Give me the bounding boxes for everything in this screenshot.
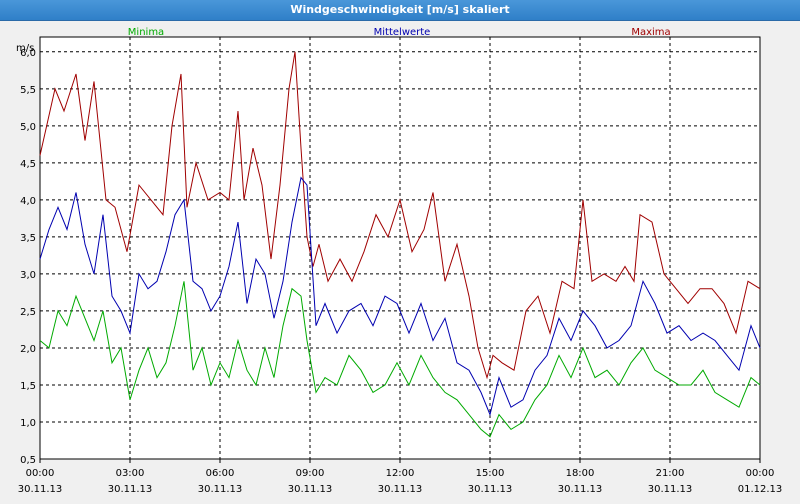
x-tick-time-label: 03:00 xyxy=(116,468,145,479)
grid xyxy=(40,37,760,459)
x-tick-date-label: 30.11.13 xyxy=(558,484,603,495)
y-tick-label: 5,5 xyxy=(20,85,36,96)
y-tick-label: 3,5 xyxy=(20,233,36,244)
x-tick-time-label: 06:00 xyxy=(206,468,235,479)
x-tick-time-label: 00:00 xyxy=(26,468,55,479)
y-tick-label: 1,0 xyxy=(20,418,36,429)
x-tick-date-label: 01.12.13 xyxy=(738,484,783,495)
x-tick-time-label: 00:00 xyxy=(746,468,775,479)
y-tick-label: 0,5 xyxy=(20,455,36,466)
legend-entry: Mittelwerte xyxy=(374,27,431,38)
x-tick-time-label: 12:00 xyxy=(386,468,415,479)
chart-svg: 0,5 1,0 1,5 2,0 2,5 3,0 3,5 4,0 4,5 5,0 5,5 6,0 00:0… xyxy=(16,27,782,495)
x-tick-time-label: 15:00 xyxy=(476,468,505,479)
y-tick-label: 3,0 xyxy=(20,270,36,281)
y-tick-label: 2,5 xyxy=(20,307,36,318)
axes: 0,5 1,0 1,5 2,0 2,5 3,0 3,5 4,0 4,5 5,0 5,5 6,0 00:0… xyxy=(16,43,782,495)
y-tick-label: 5,0 xyxy=(20,122,36,133)
window-title: Windgeschwindigkeit [m/s] skaliert xyxy=(290,3,510,16)
x-tick-date-label: 30.11.13 xyxy=(198,484,243,495)
y-tick-label: 6,0 xyxy=(20,48,36,59)
y-tick-label: 1,5 xyxy=(20,381,36,392)
series-line-mittelwerte xyxy=(39,176,761,417)
chart-area: 0,5 1,0 1,5 2,0 2,5 3,0 3,5 4,0 4,5 5,0 5,5 6,0 00:0… xyxy=(0,21,800,500)
x-tick-date-label: 30.11.13 xyxy=(378,484,423,495)
x-tick-date-label: 30.11.13 xyxy=(288,484,333,495)
y-tick-label: 4,5 xyxy=(20,159,36,170)
x-tick-time-label: 18:00 xyxy=(566,468,595,479)
series-group xyxy=(39,51,761,438)
series-line-minima xyxy=(39,281,761,438)
title-bar: Windgeschwindigkeit [m/s] skaliert xyxy=(0,0,800,21)
y-axis-label: m/s xyxy=(16,43,34,54)
legend-entry: Maxima xyxy=(631,27,670,38)
x-tick-date-label: 30.11.13 xyxy=(18,484,63,495)
y-tick-label: 2,0 xyxy=(20,344,36,355)
series-line-maxima xyxy=(39,51,761,380)
legend-entry: Minima xyxy=(128,27,164,38)
x-tick-date-label: 30.11.13 xyxy=(648,484,693,495)
x-tick-time-label: 09:00 xyxy=(296,468,325,479)
x-tick-date-label: 30.11.13 xyxy=(108,484,153,495)
y-tick-label: 4,0 xyxy=(20,196,36,207)
x-tick-time-label: 21:00 xyxy=(656,468,685,479)
x-tick-date-label: 30.11.13 xyxy=(468,484,513,495)
legend: Maxima Mittelwerte Minima xyxy=(128,27,671,38)
